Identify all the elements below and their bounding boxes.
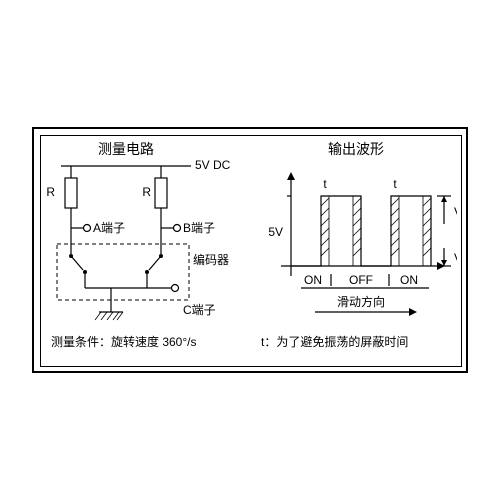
supply-label: 5V DC [195,158,231,172]
on-label-2: ON [400,273,418,287]
circuit-title: 测量电路 [98,141,154,157]
b-terminal: B端子 [183,221,215,235]
c-terminal: C端子 [183,303,216,317]
diagram-frame: 测量电路 5V DC R A端子 [32,127,468,373]
waveform-title: 输出波形 [328,141,384,157]
v2-label: V₂ [454,251,457,265]
diagram-svg: 测量电路 5V DC R A端子 [41,136,457,362]
t-label-1: t [323,177,327,191]
v1-label: V₁ [454,205,457,219]
diagram-inner: 测量电路 5V DC R A端子 [40,135,462,367]
waveform-diagram: 输出波形 5V [261,141,457,349]
t-note: t：为了避免振荡的屏蔽时间 [261,334,408,349]
slide-direction: 滑动方向 [337,294,385,309]
hatch-mask [321,196,431,266]
r-left-label: R [46,185,55,199]
r-right-label: R [142,185,151,199]
measure-condition: 测量条件：旋转速度 360°/s [51,334,197,349]
on-label-1: ON [304,273,322,287]
off-label: OFF [349,273,373,287]
t-label-2: t [393,177,397,191]
circuit-diagram: 测量电路 5V DC R A端子 [46,141,230,349]
axis-5v: 5V [268,225,283,239]
encoder-label: 编码器 [193,252,229,267]
a-terminal: A端子 [93,221,125,235]
